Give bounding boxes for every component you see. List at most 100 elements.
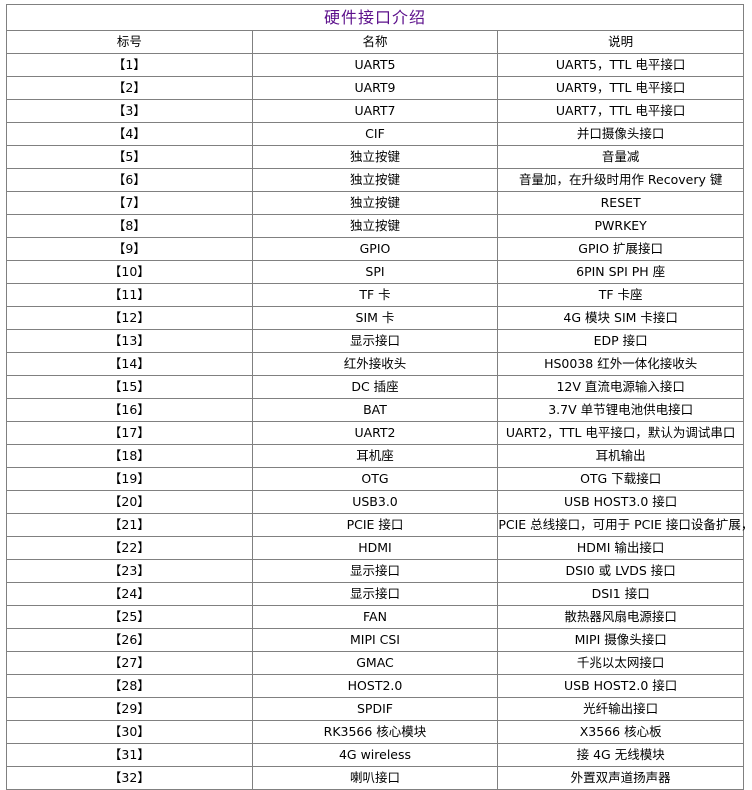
cell-description: 光纤输出接口 [497,697,744,721]
cell-index: 【24】 [6,582,253,606]
cell-name: FAN [251,605,499,629]
table-row: 【24】 显示接口 DSI1 接口 [6,582,744,606]
cell-index: 【29】 [6,697,253,721]
table-row: 【23】 显示接口 DSI0 或 LVDS 接口 [6,559,744,583]
cell-name: 独立按键 [251,145,499,169]
cell-description: 音量减 [497,145,744,169]
cell-index: 【27】 [6,651,253,675]
cell-name: SIM 卡 [251,306,499,330]
cell-index: 【9】 [6,237,253,261]
cell-name: HDMI [251,536,499,560]
table-row: 【8】 独立按键 PWRKEY [6,214,744,238]
table-row: 【5】 独立按键 音量减 [6,145,744,169]
table-row: 【11】 TF 卡 TF 卡座 [6,283,744,307]
cell-description: USB HOST2.0 接口 [497,674,744,698]
table-row: 【13】 显示接口 EDP 接口 [6,329,744,353]
cell-name: TF 卡 [251,283,499,307]
cell-name: 独立按键 [251,191,499,215]
table-row: 【14】 红外接收头 HS0038 红外一体化接收头 [6,352,744,376]
table-row: 【29】 SPDIF 光纤输出接口 [6,697,744,721]
table-row: 【7】 独立按键 RESET [6,191,744,215]
cell-name: UART2 [251,421,499,445]
cell-index: 【32】 [6,766,253,790]
cell-description: 千兆以太网接口 [497,651,744,675]
cell-description: 12V 直流电源输入接口 [497,375,744,399]
table-row: 【10】 SPI 6PIN SPI PH 座 [6,260,744,284]
table-row: 【16】 BAT 3.7V 单节锂电池供电接口 [6,398,744,422]
cell-name: UART5 [251,53,499,77]
cell-index: 【15】 [6,375,253,399]
cell-name: RK3566 核心模块 [251,720,499,744]
cell-index: 【19】 [6,467,253,491]
cell-description: MIPI 摄像头接口 [497,628,744,652]
cell-description: 3.7V 单节锂电池供电接口 [497,398,744,422]
cell-name: 显示接口 [251,582,499,606]
column-header-description: 说明 [497,30,744,54]
table-row: 【31】 4G wireless 接 4G 无线模块 [6,743,744,767]
cell-description: USB HOST3.0 接口 [497,490,744,514]
table-row: 【18】 耳机座 耳机输出 [6,444,744,468]
cell-description: PCIE 总线接口，可用于 PCIE 接口设备扩展，如 WIFI6、SATA、串… [497,513,752,537]
table-row: 【19】 OTG OTG 下载接口 [6,467,744,491]
cell-description: 4G 模块 SIM 卡接口 [497,306,744,330]
cell-index: 【22】 [6,536,253,560]
cell-description: UART9，TTL 电平接口 [497,76,744,100]
table-row: 【20】 USB3.0 USB HOST3.0 接口 [6,490,744,514]
table-row: 【26】 MIPI CSI MIPI 摄像头接口 [6,628,744,652]
cell-index: 【13】 [6,329,253,353]
table-row: 【9】 GPIO GPIO 扩展接口 [6,237,744,261]
cell-description: 外置双声道扬声器 [497,766,744,790]
cell-description: 并口摄像头接口 [497,122,744,146]
page-root: 硬件接口介绍 标号 名称 说明 【1】 UART5 UART5，TTL 电平接口 【2… [6,4,752,790]
cell-index: 【18】 [6,444,253,468]
table-row: 【30】 RK3566 核心模块 X3566 核心板 [6,720,744,744]
cell-index: 【7】 [6,191,253,215]
table-row: 【1】 UART5 UART5，TTL 电平接口 [6,53,744,77]
cell-name: HOST2.0 [251,674,499,698]
hardware-interface-table: 硬件接口介绍 标号 名称 说明 【1】 UART5 UART5，TTL 电平接口 【2… [6,4,752,790]
cell-description: RESET [497,191,744,215]
cell-index: 【21】 [6,513,253,537]
cell-index: 【25】 [6,605,253,629]
cell-description: DSI0 或 LVDS 接口 [497,559,744,583]
cell-index: 【31】 [6,743,253,767]
table-row: 【25】 FAN 散热器风扇电源接口 [6,605,744,629]
cell-index: 【11】 [6,283,253,307]
cell-index: 【16】 [6,398,253,422]
cell-name: CIF [251,122,499,146]
cell-name: SPI [251,260,499,284]
cell-name: SPDIF [251,697,499,721]
cell-index: 【6】 [6,168,253,192]
header-row: 标号 名称 说明 [6,30,744,54]
page-title: 硬件接口介绍 [6,4,744,31]
cell-description: X3566 核心板 [497,720,744,744]
cell-description: UART7，TTL 电平接口 [497,99,744,123]
table-row: 【17】 UART2 UART2，TTL 电平接口，默认为调试串口 [6,421,744,445]
cell-name: MIPI CSI [251,628,499,652]
cell-description: 接 4G 无线模块 [497,743,744,767]
cell-index: 【3】 [6,99,253,123]
cell-description: EDP 接口 [497,329,744,353]
table-row: 【4】 CIF 并口摄像头接口 [6,122,744,146]
cell-index: 【20】 [6,490,253,514]
cell-name: 显示接口 [251,329,499,353]
cell-name: 独立按键 [251,214,499,238]
cell-index: 【30】 [6,720,253,744]
table-row: 【32】 喇叭接口 外置双声道扬声器 [6,766,744,790]
cell-index: 【17】 [6,421,253,445]
cell-name: 红外接收头 [251,352,499,376]
column-header-index: 标号 [6,30,253,54]
cell-index: 【28】 [6,674,253,698]
cell-name: 4G wireless [251,743,499,767]
cell-name: 耳机座 [251,444,499,468]
cell-index: 【26】 [6,628,253,652]
cell-index: 【1】 [6,53,253,77]
cell-description: PWRKEY [497,214,744,238]
cell-description: 散热器风扇电源接口 [497,605,744,629]
table-row: 【3】 UART7 UART7，TTL 电平接口 [6,99,744,123]
cell-description: GPIO 扩展接口 [497,237,744,261]
cell-description: 耳机输出 [497,444,744,468]
cell-index: 【14】 [6,352,253,376]
table-row: 【12】 SIM 卡 4G 模块 SIM 卡接口 [6,306,744,330]
